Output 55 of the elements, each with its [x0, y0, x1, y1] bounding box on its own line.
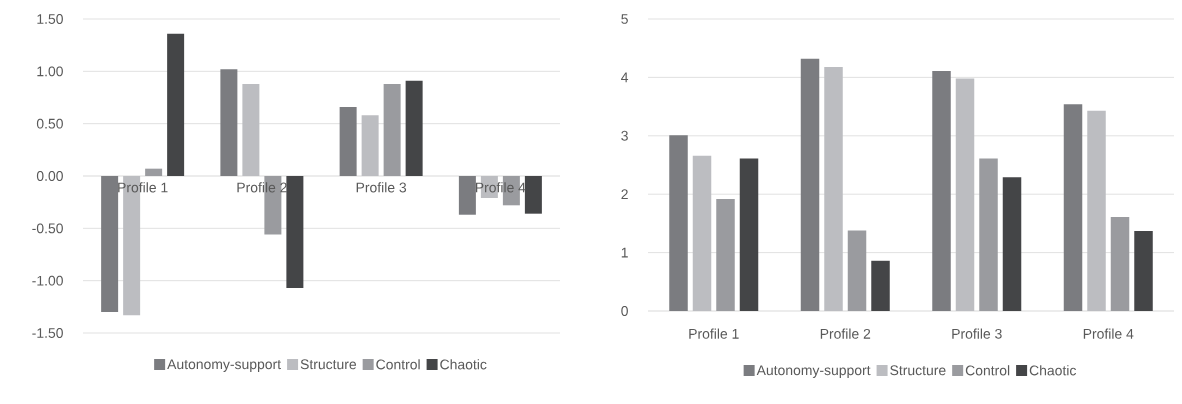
y-tick-label: 4 [621, 72, 629, 83]
bar [1002, 177, 1022, 311]
y-tick-label: 3 [621, 130, 628, 141]
bar [167, 33, 185, 176]
bar [716, 198, 735, 311]
x-tick-label: Profile 1 [118, 182, 168, 193]
y-tick-label: -0.50 [32, 223, 63, 234]
x-tick-label: Profile 3 [952, 328, 1002, 339]
bar [524, 176, 542, 214]
bar [405, 80, 423, 176]
bar [339, 106, 357, 176]
bar [871, 260, 890, 311]
x-tick-label: Profile 1 [689, 328, 739, 339]
y-tick-label: 0 [621, 306, 628, 316]
bar [955, 78, 975, 311]
x-tick-label: Profile 3 [356, 182, 407, 193]
bar [1134, 230, 1153, 311]
bar [361, 115, 379, 176]
y-tick-label: 1.50 [37, 14, 63, 24]
y-tick-label: 5 [621, 14, 628, 24]
bar [458, 176, 476, 215]
legend-label: Structure [890, 365, 946, 376]
bar [979, 158, 998, 311]
legend-label: Control [376, 359, 420, 370]
legend-label: Control [965, 365, 1010, 376]
y-tick-label: -1.50 [32, 328, 63, 338]
legend-label: Chaotic [1029, 365, 1077, 376]
bar [286, 176, 304, 288]
legend-label: Structure [300, 359, 357, 370]
bar [932, 70, 951, 311]
bar [669, 135, 688, 311]
bar [847, 230, 867, 311]
bar [1087, 110, 1106, 311]
bar [101, 176, 119, 313]
y-tick-label: 1.00 [37, 66, 63, 77]
legend-label: Autonomy-support [167, 359, 281, 372]
bar [739, 158, 759, 311]
y-tick-label: 0.00 [36, 171, 63, 181]
x-tick-label: Profile 2 [820, 328, 871, 339]
bar [220, 69, 238, 176]
y-tick-label: 2 [621, 189, 628, 200]
bar [824, 66, 843, 311]
bar [145, 168, 163, 176]
x-tick-label: Profile 4 [1083, 328, 1134, 339]
legend-label: Autonomy-support [756, 365, 871, 378]
bar [383, 83, 401, 176]
legend-label: Chaotic [440, 359, 487, 370]
bar [800, 58, 820, 311]
y-tick-label: 1 [621, 247, 628, 258]
y-tick-label: -1.00 [32, 275, 63, 286]
bar [1110, 216, 1130, 311]
y-tick-label: 0.50 [36, 118, 63, 129]
bar [1063, 104, 1083, 311]
bar [692, 155, 712, 311]
bar [242, 83, 260, 176]
